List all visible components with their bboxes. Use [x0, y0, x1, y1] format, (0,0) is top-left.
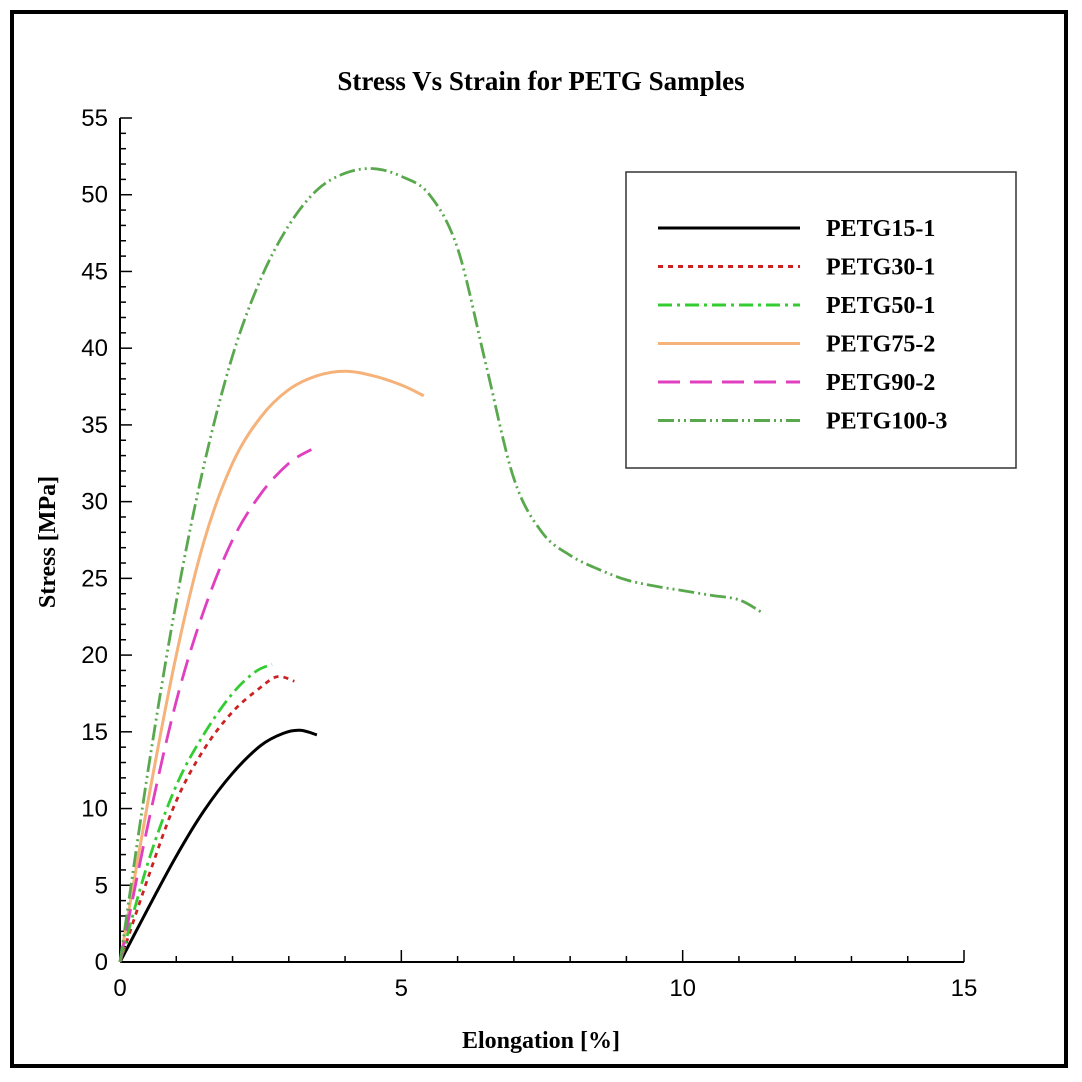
series-line-petg30-1: [118, 675, 295, 963]
x-tick-label: 5: [395, 975, 408, 1002]
legend-box: [625, 171, 1017, 469]
series-line-petg15-1: [118, 728, 318, 963]
legend: PETG15-1 PETG30-1 PETG50-1 PETG75-2 PETG90-2…: [625, 171, 1017, 469]
legend-label-petg75-2: PETG75-2: [826, 332, 935, 358]
axes: [119, 118, 964, 963]
x-tick-label: 10: [669, 975, 696, 1002]
series-line-petg100-3: [118, 167, 763, 963]
y-tick-label: 0: [95, 949, 108, 976]
legend-label-petg90-2: PETG90-2: [826, 370, 935, 396]
y-tick-label: 30: [81, 489, 108, 516]
legend-label-petg50-1: PETG50-1: [826, 293, 935, 319]
legend-label-petg100-3: PETG100-3: [826, 409, 947, 435]
y-tick-label: 55: [81, 105, 108, 132]
x-tick-label: 15: [951, 975, 978, 1002]
y-tick-label: 10: [81, 796, 108, 823]
y-tick-label: 35: [81, 412, 108, 439]
series-line-petg50-1: [118, 663, 273, 963]
series-line-petg90-2: [118, 448, 313, 963]
x-tick-label: 0: [113, 975, 126, 1002]
y-tick-label: 50: [81, 182, 108, 209]
ticks: 0 5 10 15 20 25 30 35 40 45 50 55 0 5 10 15: [81, 105, 977, 1002]
y-tick-label: 5: [95, 872, 108, 899]
chart-title: Stress Vs Strain for PETG Samples: [337, 66, 744, 96]
y-tick-label: 45: [81, 258, 108, 285]
x-axis-label: Elongation [%]: [462, 1028, 620, 1054]
series-lines: [118, 167, 763, 963]
series-line-petg75-2: [118, 369, 425, 963]
legend-label-petg15-1: PETG15-1: [826, 216, 935, 242]
y-tick-label: 20: [81, 642, 108, 669]
y-tick-label: 15: [81, 719, 108, 746]
legend-label-petg30-1: PETG30-1: [826, 255, 935, 281]
y-tick-label: 25: [81, 565, 108, 592]
y-axis-label: Stress [MPa]: [35, 476, 61, 608]
y-tick-label: 40: [81, 335, 108, 362]
